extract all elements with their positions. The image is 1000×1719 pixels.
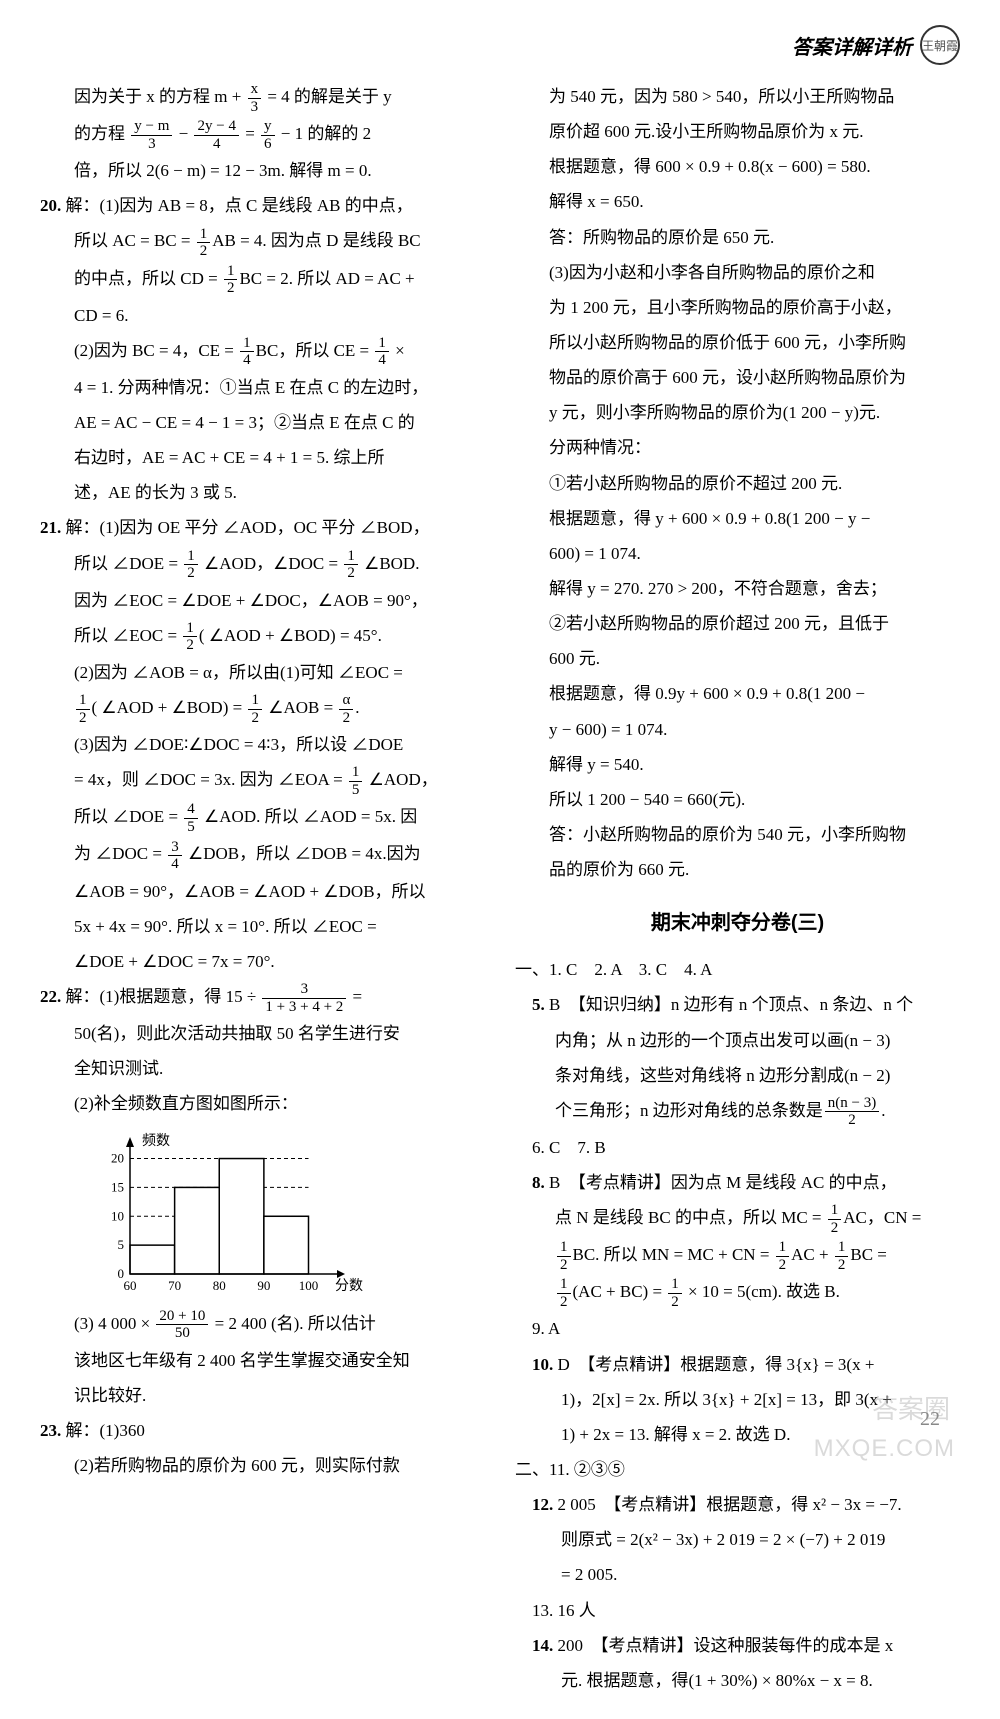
header-logo: 王朝霞 [920, 25, 960, 65]
text-line: 条对角线，这些对角线将 n 边形分割成(n − 2) [515, 1059, 960, 1092]
svg-text:分数: 分数 [335, 1278, 363, 1294]
svg-text:70: 70 [168, 1278, 181, 1293]
q12: 12. 2 005 【考点精讲】根据题意，得 x² − 3x = −7. [515, 1488, 960, 1521]
q5: 5. B 【知识归纳】n 边形有 n 个顶点、n 条边、n 个 [515, 988, 960, 1021]
text-line: 为 1 200 元，且小李所购物品的原价高于小赵， [515, 291, 960, 324]
text-line: 该地区七年级有 2 400 名学生掌握交通安全知 [40, 1344, 485, 1377]
text-line: 所以 ∠DOE = 45 ∠AOD. 所以 ∠AOD = 5x. 因 [40, 800, 485, 835]
text-line: 5x + 4x = 90°. 所以 x = 10°. 所以 ∠EOC = [40, 910, 485, 943]
text-line: 点 N 是线段 BC 的中点，所以 MC = 12AC，CN = [515, 1201, 960, 1236]
text-line: 根据题意，得 y + 600 × 0.9 + 0.8(1 200 − y − [515, 502, 960, 535]
text-line: 右边时，AE = AC + CE = 4 + 1 = 5. 综上所 [40, 441, 485, 474]
text-line: 答：小赵所购物品的原价为 540 元，小李所购物 [515, 818, 960, 851]
text-line: y − 600) = 1 074. [515, 713, 960, 746]
text-line: = 4x，则 ∠DOC = 3x. 因为 ∠EOA = 15 ∠AOD， [40, 763, 485, 798]
text-line: 原价超 600 元.设小王所购物品原价为 x 元. [515, 115, 960, 148]
text-line: 50(名)，则此次活动共抽取 50 名学生进行安 [40, 1017, 485, 1050]
text-line: ∠DOE + ∠DOC = 7x = 70°. [40, 945, 485, 978]
svg-text:5: 5 [118, 1237, 125, 1252]
text-line: 为 540 元，因为 580 > 540，所以小王所购物品 [515, 80, 960, 113]
q21: 21. 解：(1)因为 OE 平分 ∠AOD，OC 平分 ∠BOD， [40, 511, 485, 544]
text-line: 解得 x = 650. [515, 185, 960, 218]
text-line: 元. 根据题意，得(1 + 30%) × 80%x − x = 8. [515, 1664, 960, 1697]
q10: 10. D 【考点精讲】根据题意，得 3{x} = 3(x + [515, 1348, 960, 1381]
text-line: 品的原价为 660 元. [515, 853, 960, 886]
svg-text:90: 90 [257, 1278, 270, 1293]
text-line: 4 = 1. 分两种情况：①当点 E 在点 C 的左边时， [40, 371, 485, 404]
text-line: 因为关于 x 的方程 m + x3 = 4 的解是关于 y [40, 80, 485, 115]
text-line: (2)因为 BC = 4，CE = 14BC，所以 CE = 14 × [40, 334, 485, 369]
page-header: 答案详解详析 王朝霞 [792, 25, 960, 65]
text-line: 所以 ∠EOC = 12( ∠AOD + ∠BOD) = 45°. [40, 619, 485, 654]
text-line: ②若小赵所购物品的原价超过 200 元，且低于 [515, 607, 960, 640]
text-line: 所以 AC = BC = 12AB = 4. 因为点 D 是线段 BC [40, 224, 485, 259]
text-line: 600) = 1 074. [515, 537, 960, 570]
q23: 23. 解：(1)360 [40, 1414, 485, 1447]
text-line: (2)因为 ∠AOB = α，所以由(1)可知 ∠EOC = [40, 656, 485, 689]
text-line: 所以小赵所购物品的原价低于 600 元，小李所购 [515, 326, 960, 359]
left-column: 因为关于 x 的方程 m + x3 = 4 的解是关于 y 的方程 y − m3… [40, 80, 485, 1699]
text-line: CD = 6. [40, 299, 485, 332]
text-line: (2)若所购物品的原价为 600 元，则实际付款 [40, 1449, 485, 1482]
text-line: ∠AOB = 90°，∠AOB = ∠AOD + ∠DOB，所以 [40, 875, 485, 908]
text-line: 为 ∠DOC = 34 ∠DOB，所以 ∠DOB = 4x.因为 [40, 837, 485, 872]
svg-text:15: 15 [111, 1179, 124, 1194]
text-line: 分两种情况： [515, 431, 960, 464]
text-line: 述，AE 的长为 3 或 5. [40, 476, 485, 509]
svg-text:100: 100 [299, 1278, 319, 1293]
watermark: 答案圈 [872, 1389, 950, 1426]
text-line: 的方程 y − m3 − 2y − 44 = y6 − 1 的解的 2 [40, 117, 485, 152]
text-line: 所以 1 200 − 540 = 660(元). [515, 783, 960, 816]
text-line: 则原式 = 2(x² − 3x) + 2 019 = 2 × (−7) + 2 … [515, 1523, 960, 1556]
text-line: 识比较好. [40, 1379, 485, 1412]
header-title: 答案详解详析 [792, 31, 912, 60]
svg-text:10: 10 [111, 1208, 124, 1223]
text-line: 内角；从 n 边形的一个顶点出发可以画(n − 3) [515, 1024, 960, 1057]
text-line: AE = AC − CE = 4 − 1 = 3；②当点 E 在点 C 的 [40, 406, 485, 439]
text-line: 解得 y = 540. [515, 748, 960, 781]
text-line: 12BC. 所以 MN = MC + CN = 12AC + 12BC = [515, 1238, 960, 1273]
text-line: ①若小赵所购物品的原价不超过 200 元. [515, 467, 960, 500]
text-line: y 元，则小李所购物品的原价为(1 200 − y)元. [515, 396, 960, 429]
answers-line: 13. 16 人 [515, 1594, 960, 1627]
q20: 20. 解：(1)因为 AB = 8，点 C 是线段 AB 的中点， [40, 189, 485, 222]
q14: 14. 200 【考点精讲】设这种服装每件的成本是 x [515, 1629, 960, 1662]
text-line: 解得 y = 270. 270 > 200，不符合题意，舍去； [515, 572, 960, 605]
text-line: 根据题意，得 600 × 0.9 + 0.8(x − 600) = 580. [515, 150, 960, 183]
text-line: 答：所购物品的原价是 650 元. [515, 221, 960, 254]
content: 因为关于 x 的方程 m + x3 = 4 的解是关于 y 的方程 y − m3… [0, 20, 1000, 1719]
svg-text:60: 60 [124, 1278, 137, 1293]
answers-line: 6. C 7. B [515, 1131, 960, 1164]
text-line: 因为 ∠EOC = ∠DOE + ∠DOC，∠AOB = 90°， [40, 584, 485, 617]
answers-line: 一、1. C 2. A 3. C 4. A [515, 953, 960, 986]
svg-text:80: 80 [213, 1278, 226, 1293]
text-line: 全知识测试. [40, 1052, 485, 1085]
text-line: (3)因为 ∠DOE∶∠DOC = 4∶3，所以设 ∠DOE [40, 728, 485, 761]
text-line: (2)补全频数直方图如图所示： [40, 1087, 485, 1120]
text-line: 的中点，所以 CD = 12BC = 2. 所以 AD = AC + [40, 262, 485, 297]
frequency-histogram: 0510152060708090100频数分数 [90, 1129, 370, 1299]
text-line: = 2 005. [515, 1558, 960, 1591]
q22: 22. 解：(1)根据题意，得 15 ÷ 31 + 3 + 4 + 2 = [40, 980, 485, 1015]
watermark: MXQE.COM [814, 1435, 955, 1463]
q8: 8. B 【考点精讲】因为点 M 是线段 AC 的中点， [515, 1166, 960, 1199]
text-line: 12(AC + BC) = 12 × 10 = 5(cm). 故选 B. [515, 1275, 960, 1310]
text-line: 根据题意，得 0.9y + 600 × 0.9 + 0.8(1 200 − [515, 677, 960, 710]
answers-line: 9. A [515, 1312, 960, 1345]
text-line: 物品的原价高于 600 元，设小赵所购物品原价为 [515, 361, 960, 394]
text-line: 所以 ∠DOE = 12 ∠AOD，∠DOC = 12 ∠BOD. [40, 547, 485, 582]
text-line: 倍，所以 2(6 − m) = 12 − 3m. 解得 m = 0. [40, 154, 485, 187]
text-line: 600 元. [515, 642, 960, 675]
text-line: 个三角形；n 边形对角线的总条数是n(n − 3)2. [515, 1094, 960, 1129]
text-line: (3) 4 000 × 20 + 1050 = 2 400 (名). 所以估计 [40, 1307, 485, 1342]
svg-text:频数: 频数 [142, 1133, 170, 1149]
text-line: 12( ∠AOD + ∠BOD) = 12 ∠AOB = α2. [40, 691, 485, 726]
svg-text:20: 20 [111, 1150, 124, 1165]
section-title: 期末冲刺夺分卷(三) [515, 904, 960, 943]
text-line: (3)因为小赵和小李各自所购物品的原价之和 [515, 256, 960, 289]
